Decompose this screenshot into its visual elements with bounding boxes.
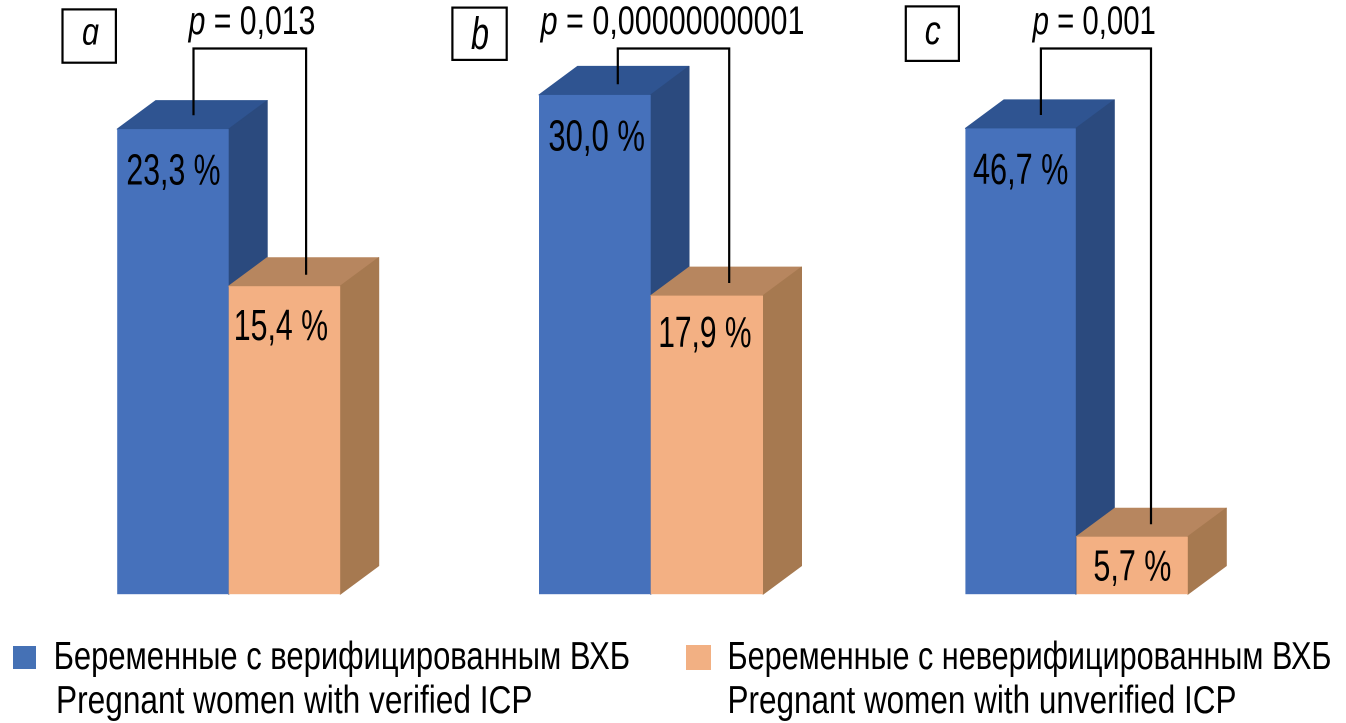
svg-text:30,0 %: 30,0 % (548, 112, 645, 160)
svg-text:23,3 %: 23,3 % (126, 147, 220, 195)
svg-text:Pregnant women with verified I: Pregnant women with verified ICP (56, 679, 533, 722)
svg-text:15,4 %: 15,4 % (234, 302, 328, 350)
svg-text:c: c (925, 7, 941, 53)
svg-text:p = 0,001: p = 0,001 (1032, 0, 1156, 43)
svg-text:p = 0,00000000001: p = 0,00000000001 (540, 0, 805, 43)
svg-text:Беременные с верифицированным: Беременные с верифицированным ВХБ (54, 635, 631, 678)
svg-text:ɑ: ɑ (82, 12, 99, 54)
svg-text:5,7 %: 5,7 % (1093, 543, 1171, 591)
svg-text:Беременные с неверифицированны: Беременные с неверифицированным ВХБ (728, 635, 1332, 678)
svg-text:Pregnant women with unverified: Pregnant women with unverified ICP (728, 679, 1237, 722)
svg-text:17,9 %: 17,9 % (658, 309, 751, 357)
svg-text:46,7 %: 46,7 % (973, 146, 1068, 194)
svg-text:p = 0,013: p = 0,013 (188, 0, 316, 43)
svg-text:b: b (471, 8, 489, 59)
